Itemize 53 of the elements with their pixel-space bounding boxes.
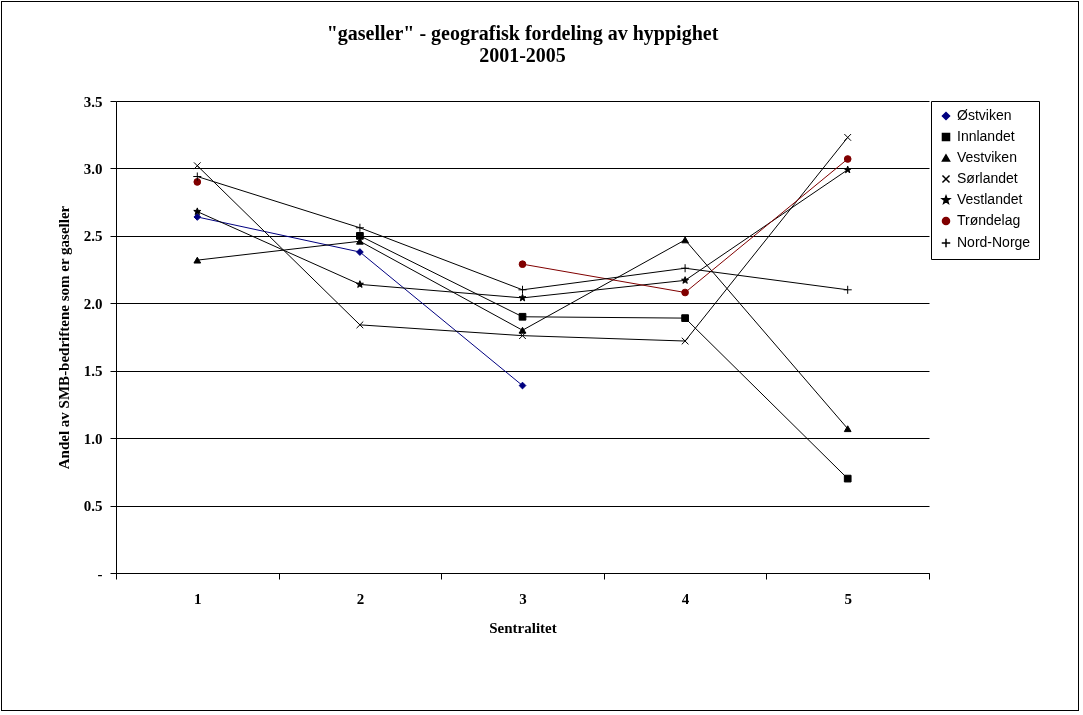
y-tick-label: 1.0: [83, 430, 103, 447]
point: [356, 248, 364, 256]
point: [843, 165, 852, 174]
point: [193, 207, 202, 216]
point: [518, 326, 527, 334]
legend-label: Vestviken: [957, 149, 1017, 165]
point: [681, 276, 690, 284]
point: [356, 232, 364, 240]
point: [518, 312, 527, 321]
chart-title: "gaseller" - geografisk fordeling av hyppighet 2001-2005: [326, 22, 719, 66]
point: [517, 285, 528, 295]
point: [193, 213, 202, 221]
point: [843, 474, 852, 483]
y-tick-label: 3.0: [83, 160, 103, 177]
point: [681, 314, 689, 322]
point: [681, 337, 689, 345]
y-tick-label: 1.5: [83, 363, 103, 380]
y-tick-label: 0.5: [83, 498, 103, 515]
y-tick-label: -: [97, 565, 103, 582]
x-axis-title: Sentralitet: [489, 619, 557, 636]
x-tick-label: 3: [519, 590, 527, 607]
point: [680, 263, 690, 273]
y-tick-label: 2.0: [83, 295, 103, 312]
point: [843, 285, 853, 295]
point: [518, 293, 527, 302]
point: [518, 260, 527, 269]
point: [681, 288, 689, 297]
point: [193, 256, 202, 264]
y-axis-title: Andel av SMB-bedriftene som er gaseller: [55, 205, 72, 470]
x-tick-label: 2: [356, 590, 365, 607]
y-tick-label: 2.5: [83, 228, 103, 245]
point: [843, 133, 852, 142]
legend-label: Innlandet: [957, 128, 1015, 144]
point: [193, 178, 202, 186]
legend-label: Vestlandet: [957, 191, 1023, 207]
legend-label: Nord-Norge: [957, 234, 1031, 250]
x-tick-label: 4: [681, 590, 690, 607]
point: [843, 425, 852, 433]
point: [356, 321, 364, 329]
x-tick-label: 1: [194, 590, 202, 607]
point: [193, 161, 202, 170]
legend-label: Trøndelag: [957, 212, 1021, 228]
point: [518, 381, 527, 390]
legend-label: Østviken: [957, 107, 1012, 123]
legend-label: Sørlandet: [957, 170, 1018, 186]
point: [355, 223, 365, 233]
x-tick-label: 5: [844, 590, 852, 607]
point: [355, 280, 364, 288]
point: [192, 171, 202, 182]
point: [681, 236, 689, 244]
point: [518, 331, 527, 340]
point: [843, 155, 852, 163]
y-tick-label: 3.5: [83, 93, 103, 110]
